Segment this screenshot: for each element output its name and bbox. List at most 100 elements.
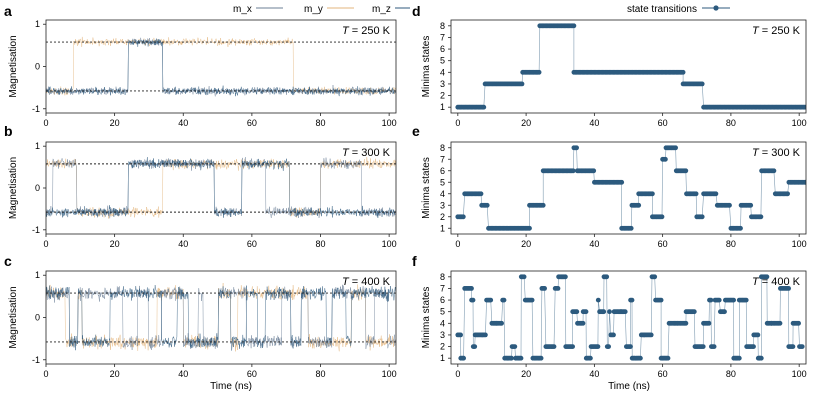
state-point bbox=[484, 202, 490, 208]
y-tick-label-f: 1 bbox=[440, 353, 445, 363]
panel-label-a: a bbox=[4, 3, 12, 19]
y-tick-label-e: 1 bbox=[440, 223, 445, 233]
y-tick-label-d: 5 bbox=[440, 56, 445, 66]
y-tick-label-b: -1 bbox=[32, 225, 40, 235]
state-point bbox=[628, 344, 633, 349]
state-point bbox=[673, 145, 678, 151]
xlabel-left: Time (ns) bbox=[210, 381, 252, 392]
y-tick-label-d: 1 bbox=[440, 102, 445, 112]
panel-title-b: T = 300 K bbox=[342, 147, 391, 159]
state-point bbox=[499, 320, 504, 326]
state-point bbox=[636, 202, 642, 208]
y-tick-label-d: 3 bbox=[440, 79, 445, 89]
state-point bbox=[785, 191, 790, 197]
state-point bbox=[638, 355, 643, 361]
state-point bbox=[595, 297, 601, 303]
x-tick-label-a: 20 bbox=[110, 118, 120, 128]
y-tick-label-e: 7 bbox=[440, 154, 445, 164]
state-point bbox=[659, 214, 665, 220]
state-point bbox=[604, 274, 610, 280]
state-point bbox=[540, 202, 546, 208]
x-tick-label-d: 60 bbox=[658, 118, 668, 128]
state-point bbox=[527, 225, 532, 231]
state-point bbox=[771, 168, 777, 174]
x-tick-label-f: 100 bbox=[792, 369, 807, 379]
state-point bbox=[563, 274, 568, 280]
panel-f: 0 20 40 60 80 100 12 3 45 6 78 Minima states T = 400… bbox=[421, 270, 807, 379]
state-point bbox=[699, 81, 705, 87]
state-point bbox=[488, 297, 494, 303]
plot-area-d bbox=[455, 23, 806, 110]
plot-area-a bbox=[46, 36, 396, 97]
legend-magnetisation: m_x m_y m_z bbox=[233, 4, 410, 15]
plot-area-e bbox=[455, 145, 806, 231]
ylabel-f: Minima states bbox=[421, 287, 432, 349]
x-tick-label-e: 20 bbox=[521, 239, 531, 249]
y-tick-label-f: 7 bbox=[440, 283, 445, 293]
state-point bbox=[518, 355, 524, 361]
state-point bbox=[777, 320, 783, 326]
xlabel-right: Time (ns) bbox=[608, 381, 650, 392]
state-point bbox=[748, 202, 754, 208]
state-point bbox=[711, 344, 717, 349]
state-point bbox=[693, 191, 699, 197]
x-tick-label-e: 80 bbox=[726, 239, 736, 249]
plot-area-f bbox=[455, 274, 805, 361]
state-point bbox=[650, 191, 655, 197]
state-point bbox=[755, 332, 761, 338]
x-tick-label-b: 100 bbox=[382, 239, 397, 249]
series-my-b bbox=[46, 156, 396, 219]
state-point bbox=[458, 332, 463, 338]
state-point bbox=[595, 344, 601, 349]
x-tick-label-d: 0 bbox=[455, 118, 460, 128]
state-point bbox=[786, 286, 791, 291]
y-tick-label-b: 1 bbox=[35, 141, 40, 151]
x-tick-label-c: 80 bbox=[316, 369, 326, 379]
state-point bbox=[713, 191, 719, 197]
panel-title-d: T = 250 K bbox=[752, 25, 801, 37]
state-point bbox=[601, 309, 607, 315]
x-tick-label-b: 60 bbox=[247, 239, 257, 249]
series-mz-c bbox=[46, 285, 396, 351]
series-mz-a bbox=[46, 38, 396, 97]
state-point bbox=[731, 297, 736, 303]
state-point bbox=[683, 320, 689, 326]
x-tick-label-b: 0 bbox=[43, 239, 48, 249]
state-point bbox=[727, 202, 732, 208]
x-tick-label-b: 20 bbox=[110, 239, 120, 249]
state-point bbox=[803, 179, 806, 185]
state-point bbox=[658, 297, 664, 303]
panel-title-f: T = 400 K bbox=[752, 276, 801, 288]
state-point bbox=[538, 355, 544, 361]
state-point bbox=[580, 320, 586, 326]
x-tick-label-e: 60 bbox=[658, 239, 668, 249]
state-point bbox=[706, 320, 712, 326]
state-point bbox=[736, 355, 742, 361]
x-tick-label-c: 60 bbox=[247, 369, 257, 379]
x-tick-label-f: 80 bbox=[726, 369, 736, 379]
series-my-a bbox=[46, 36, 396, 96]
state-point bbox=[743, 297, 749, 303]
state-point bbox=[574, 309, 580, 315]
x-tick-label-d: 20 bbox=[521, 118, 531, 128]
series-mx-a bbox=[46, 37, 396, 97]
panel-title-a: T = 250 K bbox=[342, 25, 391, 37]
legend-marker-state bbox=[713, 5, 719, 11]
state-point bbox=[461, 355, 466, 361]
x-tick-label-a: 80 bbox=[316, 118, 326, 128]
state-point bbox=[796, 320, 801, 326]
axes-frame-e bbox=[450, 141, 807, 235]
state-point bbox=[629, 297, 635, 303]
y-tick-label-f: 4 bbox=[440, 318, 445, 328]
state-point bbox=[571, 23, 577, 29]
ylabel-d: Minima states bbox=[421, 36, 432, 98]
state-point bbox=[699, 214, 705, 220]
state-point bbox=[803, 104, 806, 110]
y-tick-label-e: 8 bbox=[440, 143, 445, 153]
legend-label-mx: m_x bbox=[233, 4, 252, 15]
state-point bbox=[570, 168, 576, 174]
x-tick-label-f: 20 bbox=[521, 369, 531, 379]
y-tick-label-e: 4 bbox=[440, 189, 445, 199]
